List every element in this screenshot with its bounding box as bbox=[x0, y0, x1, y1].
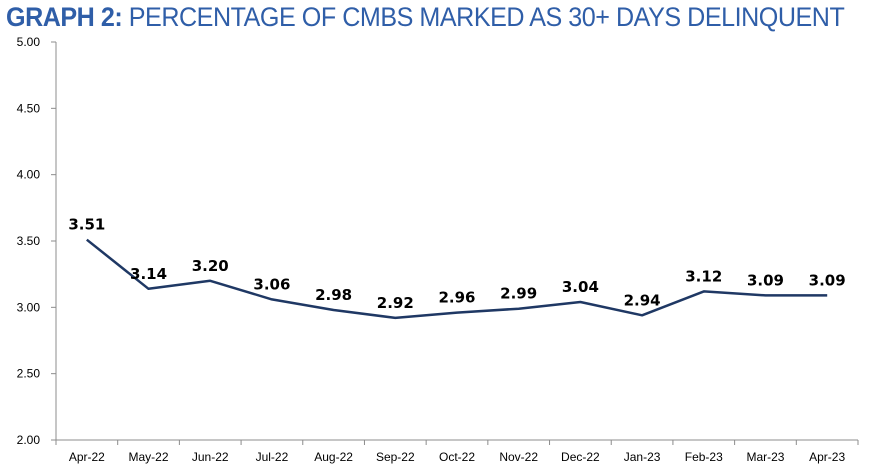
chart-title-rest: PERCENTAGE OF CMBS MARKED AS 30+ DAYS DE… bbox=[122, 2, 845, 32]
x-tick-label: Aug-22 bbox=[314, 450, 353, 464]
x-tick-label: Oct-22 bbox=[439, 450, 475, 464]
y-tick-label: 5.00 bbox=[17, 35, 41, 49]
chart-title: GRAPH 2: PERCENTAGE OF CMBS MARKED AS 30… bbox=[6, 2, 845, 33]
y-tick-label: 2.00 bbox=[17, 433, 41, 447]
data-label: 3.20 bbox=[192, 257, 229, 275]
x-tick-label: Feb-23 bbox=[685, 450, 723, 464]
data-label: 3.14 bbox=[130, 265, 167, 283]
chart-title-bold: GRAPH 2: bbox=[6, 2, 123, 32]
data-label: 2.98 bbox=[315, 286, 352, 304]
y-tick-label: 4.50 bbox=[17, 101, 41, 115]
data-label: 2.94 bbox=[624, 291, 661, 309]
data-label: 3.06 bbox=[253, 275, 290, 293]
x-tick-label: Apr-22 bbox=[69, 450, 105, 464]
x-tick-label: Nov-22 bbox=[499, 450, 538, 464]
y-axis-ticks: 2.00 2.50 3.00 3.50 4.00 4.50 5.00 bbox=[17, 35, 56, 447]
chart-axes bbox=[55, 42, 858, 441]
data-label: 2.96 bbox=[438, 289, 475, 307]
x-tick-label: Jun-22 bbox=[192, 450, 229, 464]
y-tick-label: 3.50 bbox=[17, 234, 41, 248]
x-tick-label: Jul-22 bbox=[256, 450, 289, 464]
y-tick-label: 2.50 bbox=[17, 367, 41, 381]
x-tick-label: Sep-22 bbox=[376, 450, 415, 464]
data-label: 3.04 bbox=[562, 278, 599, 296]
x-tick-label: Jan-23 bbox=[624, 450, 661, 464]
x-tick-label: Dec-22 bbox=[561, 450, 600, 464]
data-label: 2.99 bbox=[500, 285, 537, 303]
y-tick-label: 4.00 bbox=[17, 168, 41, 182]
data-label: 2.92 bbox=[377, 294, 414, 312]
data-label: 3.09 bbox=[809, 271, 846, 289]
data-label: 3.12 bbox=[685, 267, 722, 285]
data-label: 3.51 bbox=[68, 216, 105, 234]
series-line bbox=[86, 238, 828, 320]
data-label: 3.09 bbox=[747, 271, 784, 289]
x-axis-ticks: Apr-22 May-22 Jun-22 Jul-22 Aug-22 Sep-22 Oct-… bbox=[55, 440, 859, 464]
y-tick-label: 3.00 bbox=[17, 300, 41, 314]
x-tick-label: Mar-23 bbox=[746, 450, 784, 464]
data-labels: 3.51 3.14 3.20 3.06 2.98 2.92 2.96 2.99 3.04 2.94… bbox=[68, 216, 845, 312]
x-tick-label: May-22 bbox=[129, 450, 169, 464]
x-tick-label: Apr-23 bbox=[809, 450, 845, 464]
